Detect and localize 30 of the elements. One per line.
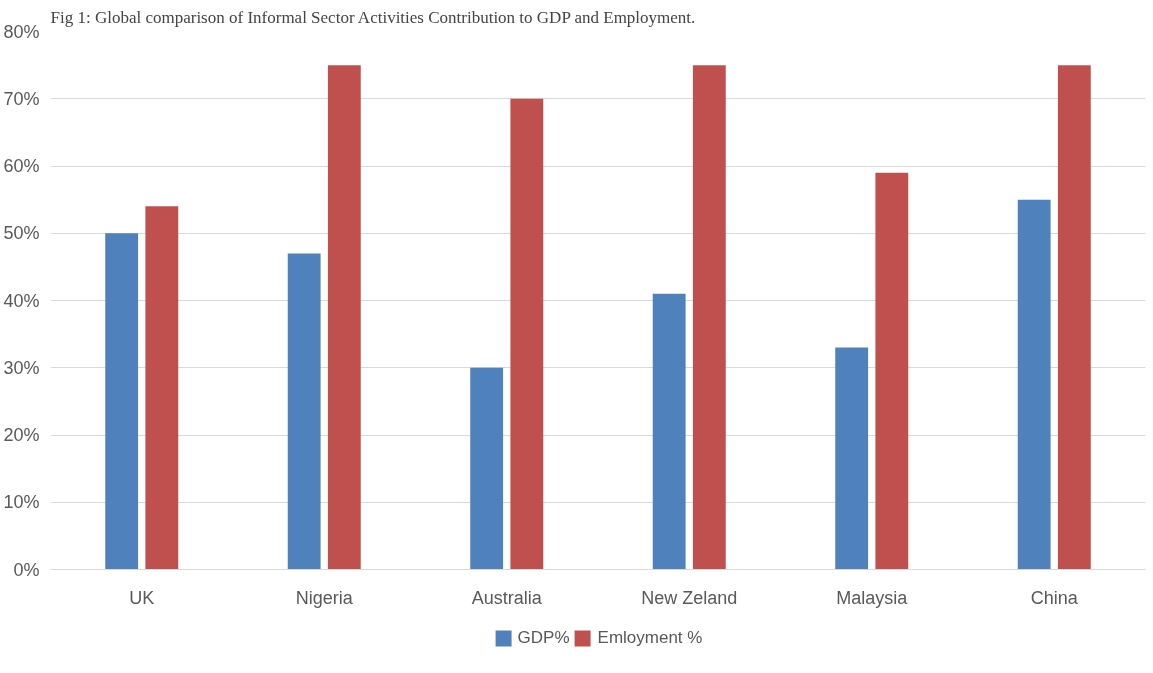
bar xyxy=(105,233,139,570)
x-tick-label: Australia xyxy=(471,587,543,608)
x-tick-label: UK xyxy=(129,587,155,608)
legend-label: GDP% xyxy=(517,627,570,648)
bar xyxy=(652,293,686,570)
bar xyxy=(692,65,726,570)
bar xyxy=(287,253,321,570)
bar xyxy=(470,367,504,570)
bar xyxy=(145,206,179,570)
bar xyxy=(835,347,869,570)
bar xyxy=(875,172,909,570)
bar xyxy=(1057,65,1091,570)
y-tick-label: 80% xyxy=(3,21,40,42)
y-tick-label: 30% xyxy=(3,357,40,378)
bar xyxy=(1017,199,1051,570)
bar xyxy=(510,98,544,570)
x-tick-label: Nigeria xyxy=(295,587,354,608)
y-tick-label: 60% xyxy=(3,156,40,176)
bar xyxy=(327,65,361,570)
x-tick-label: Malaysia xyxy=(836,587,909,608)
y-tick-label: 0% xyxy=(13,559,40,580)
x-tick-label: New Zeland xyxy=(641,587,738,608)
x-tick-label: China xyxy=(1030,587,1079,608)
y-tick-label: 70% xyxy=(3,88,40,109)
legend-label: Emloyment % xyxy=(597,627,703,648)
y-tick-label: 50% xyxy=(3,223,40,244)
y-tick-label: 10% xyxy=(3,492,40,513)
chart-title: Fig 1: Global comparison of Informal Sector Activities Contribution to GDP and Employment. xyxy=(50,7,696,27)
y-tick-label: 40% xyxy=(3,290,40,311)
y-tick-label: 20% xyxy=(3,425,40,445)
